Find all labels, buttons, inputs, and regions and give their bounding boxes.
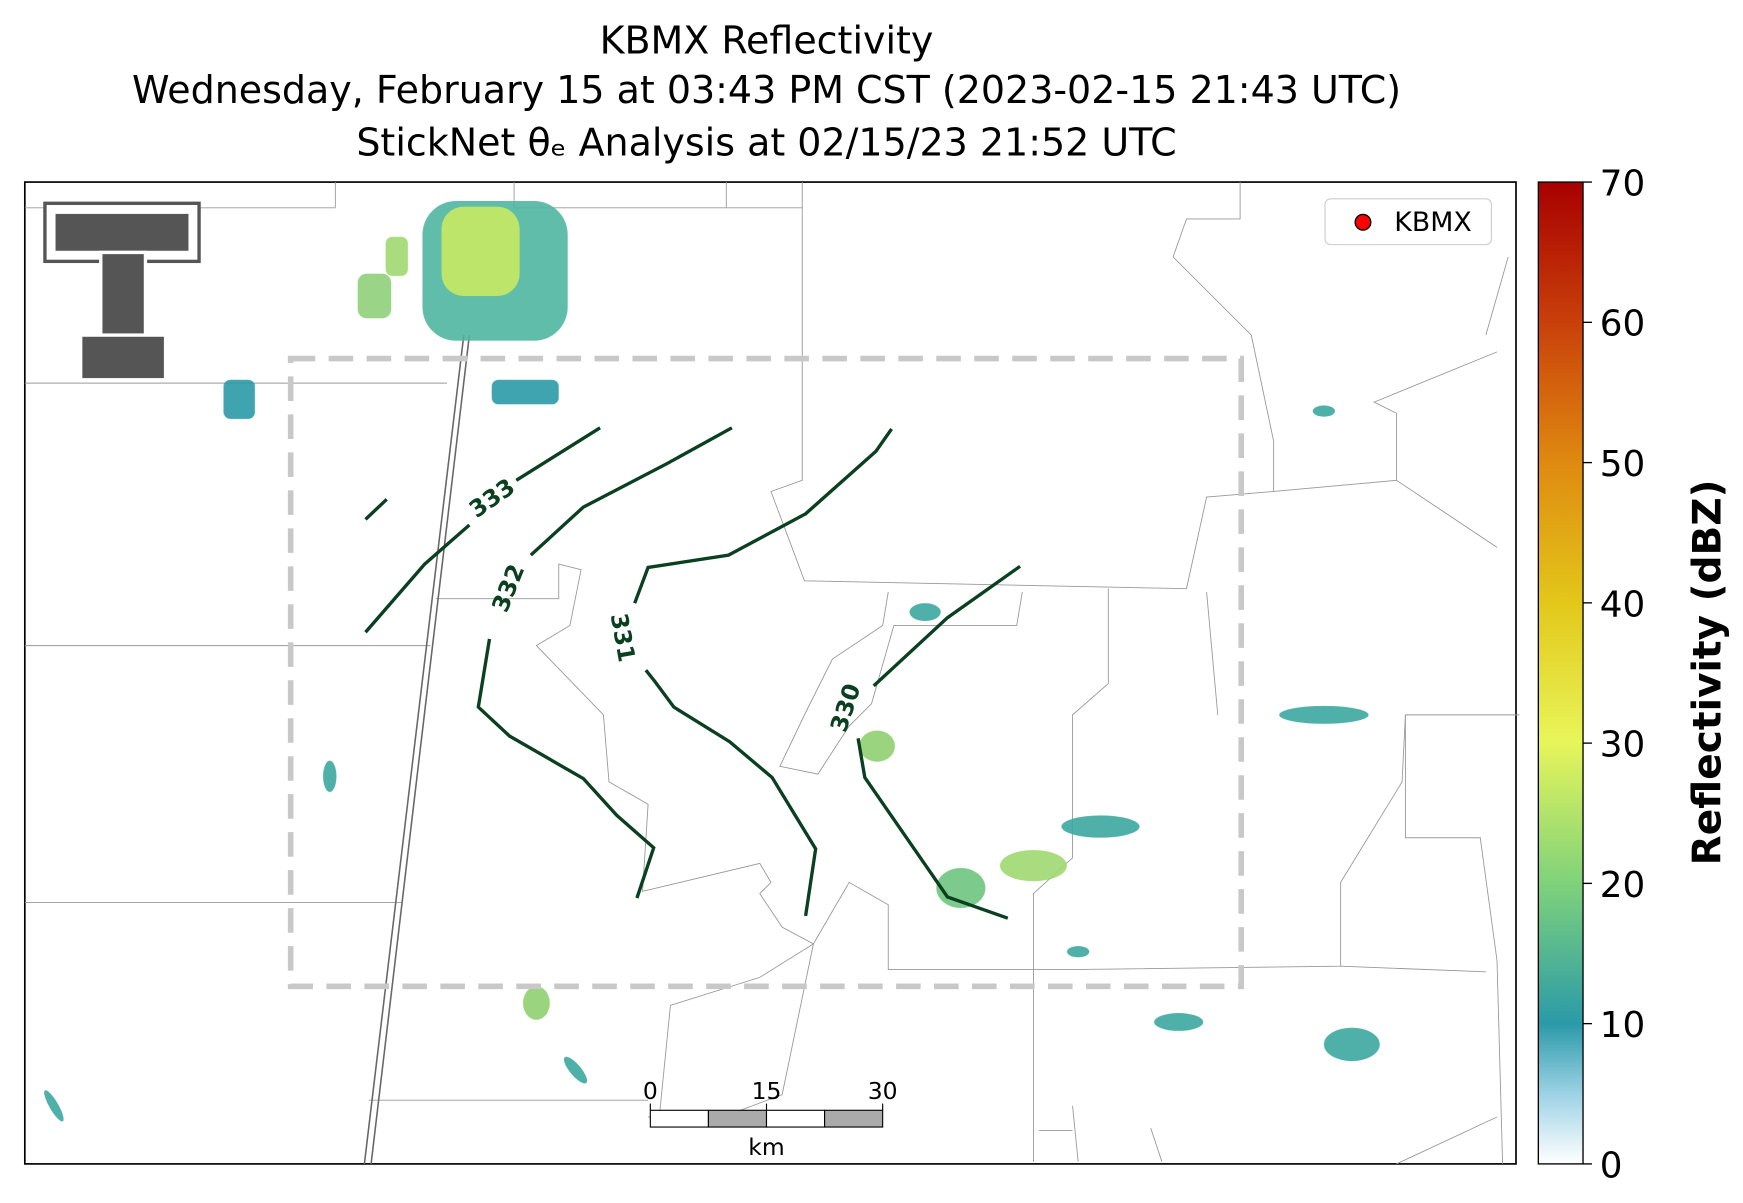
radar-echoes: [44, 201, 1380, 1122]
scale-segment: [765, 1109, 826, 1128]
scale-tick-label: 30: [868, 1077, 898, 1105]
scale-segment: [707, 1109, 768, 1128]
logo: [43, 201, 201, 382]
legend-label: KBMX: [1394, 207, 1471, 238]
colorbar-label: Reflectivity (dBZ): [1685, 480, 1730, 866]
contour-line: [364, 426, 601, 634]
colorbar-tick-label: 70: [1600, 163, 1645, 204]
contour-line: [476, 426, 733, 899]
title: KBMX Reflectivity Wednesday, February 15…: [132, 19, 1401, 165]
colorbar-tick-label: 0: [1600, 1145, 1623, 1186]
county-borders: [24, 182, 1520, 1165]
scale-tick-label: 0: [643, 1077, 658, 1105]
legend-box: [1324, 198, 1492, 246]
scale-unit: km: [748, 1133, 784, 1161]
colorbar: Reflectivity (dBZ) 0 10 20 30 40 50 60 70: [1537, 163, 1730, 1186]
scale-bar: 0 15 30 km: [643, 1077, 898, 1161]
scale-segment: [649, 1109, 709, 1128]
colorbar-tick-label: 10: [1600, 1005, 1645, 1046]
title-line: Wednesday, February 15 at 03:43 PM CST (…: [132, 68, 1401, 112]
title-line: StickNet θₑ Analysis at 02/15/23 21:52 U…: [356, 120, 1176, 164]
colorbar-tick-label: 30: [1600, 725, 1645, 766]
legend-marker: [1354, 213, 1372, 231]
colorbar-tick-label: 50: [1600, 444, 1645, 485]
map: 333 332 331 330 KBMX 0 15 30 km: [23, 181, 1520, 1165]
contours: 333 332 331 330: [364, 426, 1022, 920]
colorbar-tick-label: 40: [1600, 584, 1645, 625]
legend: KBMX: [1324, 198, 1492, 246]
map-frame: [23, 181, 1517, 1165]
scale-segment: [824, 1109, 884, 1128]
colorbar-ramp: [1537, 181, 1584, 1165]
contour-line: [633, 427, 893, 917]
colorbar-tick-label: 60: [1600, 304, 1645, 345]
scale-tick-label: 15: [752, 1077, 782, 1105]
contour-line: [856, 564, 1022, 920]
title-line: KBMX Reflectivity: [600, 19, 934, 63]
analysis-domain: [287, 355, 1245, 990]
colorbar-tick-label: 20: [1600, 865, 1645, 906]
